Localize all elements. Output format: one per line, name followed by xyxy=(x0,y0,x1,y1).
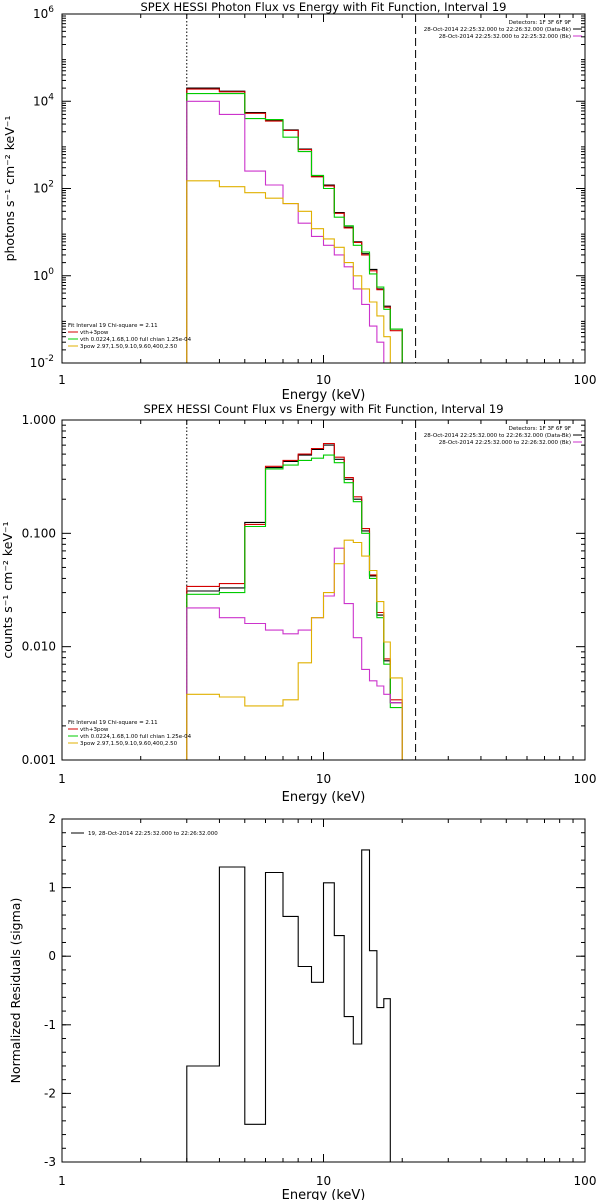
y-tick-label: 100 xyxy=(33,267,54,283)
x-tick-label: 10 xyxy=(316,772,331,786)
x-axis-label: Energy (keV) xyxy=(282,1188,366,1200)
y-tick-label: 102 xyxy=(33,180,54,196)
x-tick-label: 100 xyxy=(574,373,597,387)
plot-frame xyxy=(61,818,586,1163)
legend-left-title: Fit Interval 19 Chi-square = 2.11 xyxy=(68,720,158,726)
y-tick-label-base: 10 xyxy=(33,94,48,108)
series-line-4 xyxy=(186,180,417,363)
y-axis-label: counts s⁻¹ cm⁻² keV⁻¹ xyxy=(0,521,15,658)
x-tick-label: 1 xyxy=(58,1174,66,1188)
y-tick-label: 10-2 xyxy=(30,354,54,370)
chart-title: SPEX HESSI Count Flux vs Energy with Fit… xyxy=(143,402,503,416)
series-line-0 xyxy=(186,849,391,1162)
legend-left-entry: vth+3pow xyxy=(80,727,109,733)
y-tick-label-base: 10 xyxy=(33,269,48,283)
legend-right-entry: 28-Oct-2014 22:25:32.000 to 22:26:32.000… xyxy=(424,433,571,439)
y-tick-label: 106 xyxy=(33,5,54,21)
series-line-3 xyxy=(186,547,417,760)
legend-left-entry: vth 0.0224,1.68,1.00 full chian 1.25e-04 xyxy=(80,734,192,740)
y-axis-label: photons s⁻¹ cm⁻² keV⁻¹ xyxy=(2,116,17,262)
series-group xyxy=(186,442,417,760)
x-tick-label: 100 xyxy=(574,772,597,786)
y-tick-label-exponent: -2 xyxy=(45,354,54,364)
series-group xyxy=(186,87,417,363)
series-line-2 xyxy=(186,454,417,760)
plot-frame xyxy=(61,13,586,364)
y-tick-label: -3 xyxy=(44,1155,56,1169)
series-line-0 xyxy=(186,444,417,760)
y-tick-label-base: 10 xyxy=(33,182,48,196)
series-line-0 xyxy=(186,87,417,363)
series-line-4 xyxy=(186,539,417,760)
chart-panel-1: SPEX HESSI Photon Flux vs Energy with Fi… xyxy=(2,0,596,403)
plot-frame xyxy=(61,419,586,761)
y-tick-label: 0.001 xyxy=(22,753,56,767)
x-tick-label: 1 xyxy=(58,373,66,387)
legend-left-entry: 3pow 2.97,1.50,9.10,9.60,400,2.50 xyxy=(80,741,178,747)
y-tick-label-exponent: 0 xyxy=(48,267,54,277)
y-tick-label: 104 xyxy=(33,92,54,108)
y-tick-label: -2 xyxy=(44,1086,56,1100)
x-tick-label: 1 xyxy=(58,772,66,786)
chart-panel-3: 1 10 100 -3 -2 -1 0 1 2 Energy (keV) Normalized Re… xyxy=(8,812,597,1203)
y-tick-label: 0.100 xyxy=(22,526,56,540)
y-tick-label-exponent: 6 xyxy=(48,5,54,15)
legend-right-entry: 28-Oct-2014 22:25:32.000 to 22:26:32.000… xyxy=(424,27,571,33)
legend-left-entry: 3pow 2.97,1.50,9.10,9.60,400,2.50 xyxy=(80,344,178,350)
y-tick-label-exponent: 2 xyxy=(48,180,54,190)
legend-left-entry: vth+3pow xyxy=(80,330,109,336)
x-axis-label: Energy (keV) xyxy=(282,388,366,403)
y-tick-label: 1 xyxy=(48,881,56,895)
x-tick-label: 10 xyxy=(316,1174,331,1188)
series-line-1 xyxy=(186,442,417,760)
series-line-3 xyxy=(186,100,417,363)
chart-title: SPEX HESSI Photon Flux vs Energy with Fi… xyxy=(140,0,506,14)
y-tick-label: 2 xyxy=(48,812,56,826)
y-tick-label-exponent: 4 xyxy=(48,92,54,102)
legend-right-entry: Detectors: 1F 3F 6F 9F xyxy=(509,20,571,26)
y-tick-label: 1.000 xyxy=(22,413,56,427)
series-line-1 xyxy=(186,88,417,363)
y-tick-label: -1 xyxy=(44,1018,56,1032)
x-axis-label: Energy (keV) xyxy=(282,790,366,805)
legend-right-entry: Detectors: 1F 3F 6F 9F xyxy=(509,426,571,432)
y-tick-label-base: 10 xyxy=(33,7,48,21)
series-line-2 xyxy=(186,93,417,363)
legend-left-title: Fit Interval 19 Chi-square = 2.11 xyxy=(68,323,158,329)
legend-left-entry: 19, 28-Oct-2014 22:25:32.000 to 22:26:32… xyxy=(88,831,218,837)
x-tick-label: 10 xyxy=(316,373,331,387)
legend-right-entry: 28-Oct-2014 22:25:32.000 to 22:25:32.000… xyxy=(439,34,571,40)
y-tick-label: 0.010 xyxy=(22,640,56,654)
y-tick-label: 0 xyxy=(48,949,56,963)
chart-panel-2: SPEX HESSI Count Flux vs Energy with Fit… xyxy=(0,402,596,805)
y-tick-label-base: 10 xyxy=(30,356,45,370)
x-tick-label: 100 xyxy=(574,1174,597,1188)
y-axis-label: Normalized Residuals (sigma) xyxy=(8,898,23,1084)
legend-right-entry: 28-Oct-2014 22:25:32.000 to 22:26:32.000… xyxy=(439,440,571,446)
series-group xyxy=(186,849,391,1162)
legend-left-entry: vth 0.0224,1.68,1.00 full chian 1.25e-04 xyxy=(80,337,192,343)
